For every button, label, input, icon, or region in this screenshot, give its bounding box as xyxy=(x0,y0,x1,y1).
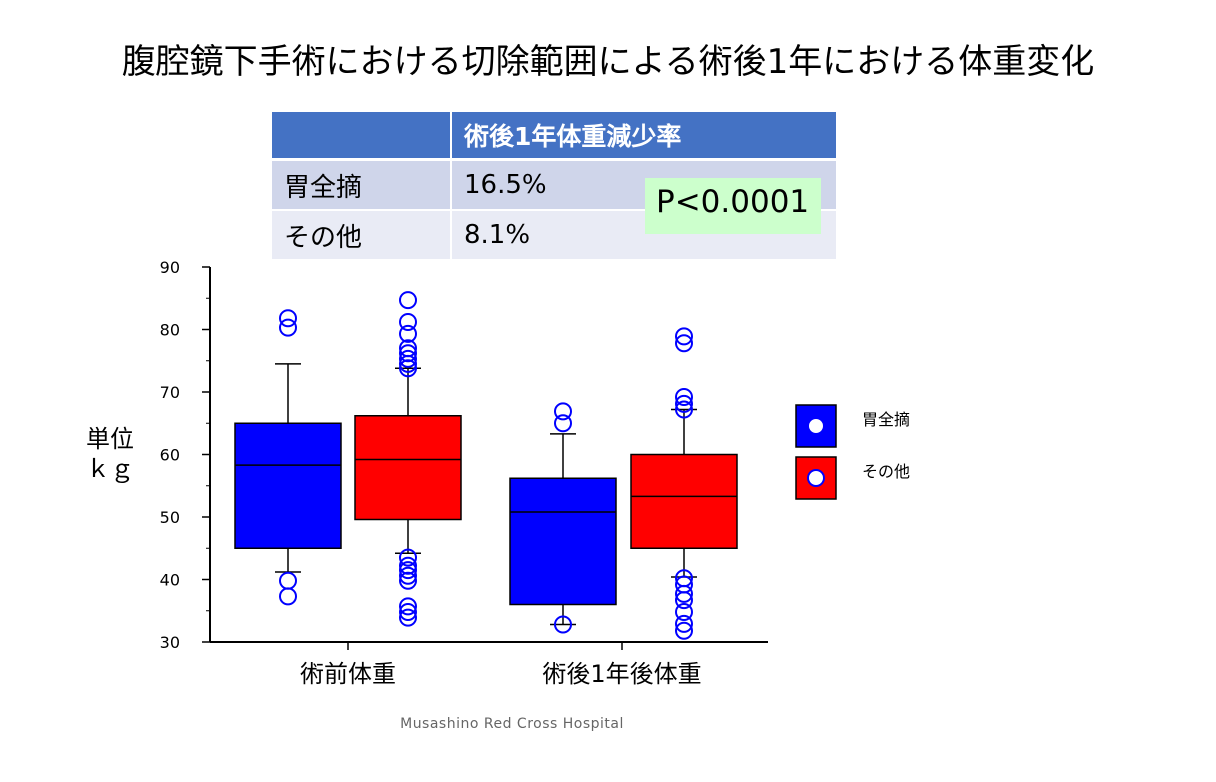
table-row-label: 胃全摘 xyxy=(272,159,452,211)
outlier-point xyxy=(675,327,693,346)
outlier-point xyxy=(399,597,417,616)
outlier-point xyxy=(279,318,297,337)
y-tick-label: 60 xyxy=(160,446,180,465)
outlier-point xyxy=(399,603,417,621)
outlier-point xyxy=(675,334,693,353)
box xyxy=(509,477,617,606)
outlier-point xyxy=(399,291,417,310)
outlier-point xyxy=(675,614,693,633)
footer-credit: Musashino Red Cross Hospital xyxy=(400,716,624,732)
y-tick-label: 50 xyxy=(160,508,180,527)
y-tick-label: 30 xyxy=(160,633,180,652)
outlier-point xyxy=(399,561,417,580)
outlier-point xyxy=(279,587,297,606)
y-axis-label-line: ｋｇ xyxy=(86,455,134,483)
table-header-row: 術後1年体重減少率 xyxy=(272,112,836,161)
y-tick-label: 90 xyxy=(160,258,180,277)
y-tick-label: 70 xyxy=(160,383,180,402)
outlier-point xyxy=(675,394,693,413)
x-tick-label: 術後1年後体重 xyxy=(542,660,701,688)
legend-swatch xyxy=(795,404,837,448)
box xyxy=(354,415,462,521)
outlier-point xyxy=(554,414,572,433)
p-value-text: P<0.0001 xyxy=(656,184,810,220)
outlier-point xyxy=(399,349,417,368)
p-value-badge xyxy=(645,178,821,234)
outlier-point xyxy=(399,344,417,363)
box xyxy=(234,422,342,549)
outlier-point xyxy=(675,400,693,419)
outlier-point xyxy=(675,569,693,588)
outlier-point xyxy=(279,571,297,590)
table-header-weight-loss-rate: 術後1年体重減少率 xyxy=(451,112,836,161)
outlier-point xyxy=(675,621,693,640)
legend-label: その他 xyxy=(862,462,910,481)
y-axis-label: 単位 ｋｇ xyxy=(70,424,150,484)
y-tick-label: 40 xyxy=(160,571,180,590)
y-axis-label-line: 単位 xyxy=(86,425,134,453)
slide-title: 腹腔鏡下手術における切除範囲による術後1年における体重変化 xyxy=(121,42,1095,82)
outlier-point xyxy=(675,388,693,406)
outlier-point xyxy=(675,603,693,621)
box xyxy=(630,453,738,549)
outlier-point xyxy=(399,339,417,358)
legend-marker xyxy=(807,417,825,435)
outlier-point xyxy=(554,615,572,634)
table-row-label: その他 xyxy=(272,210,452,259)
outlier-point xyxy=(279,309,297,328)
outlier-point xyxy=(399,324,417,343)
outlier-point xyxy=(399,566,417,585)
x-tick-label: 術前体重 xyxy=(300,660,396,688)
outlier-point xyxy=(554,402,572,421)
outlier-point xyxy=(399,548,417,567)
weight-loss-rate-table: 術後1年体重減少率 胃全摘 16.5% その他 8.1% xyxy=(272,112,836,259)
outlier-point xyxy=(399,608,417,627)
table-header-blank xyxy=(272,112,452,161)
legend-label: 胃全摘 xyxy=(862,410,910,429)
outlier-point xyxy=(675,575,693,594)
outlier-point xyxy=(399,313,417,331)
outlier-point xyxy=(399,556,417,575)
table-row: 胃全摘 16.5% xyxy=(272,159,836,211)
legend-marker xyxy=(807,469,825,487)
y-tick-label: 80 xyxy=(160,321,180,340)
